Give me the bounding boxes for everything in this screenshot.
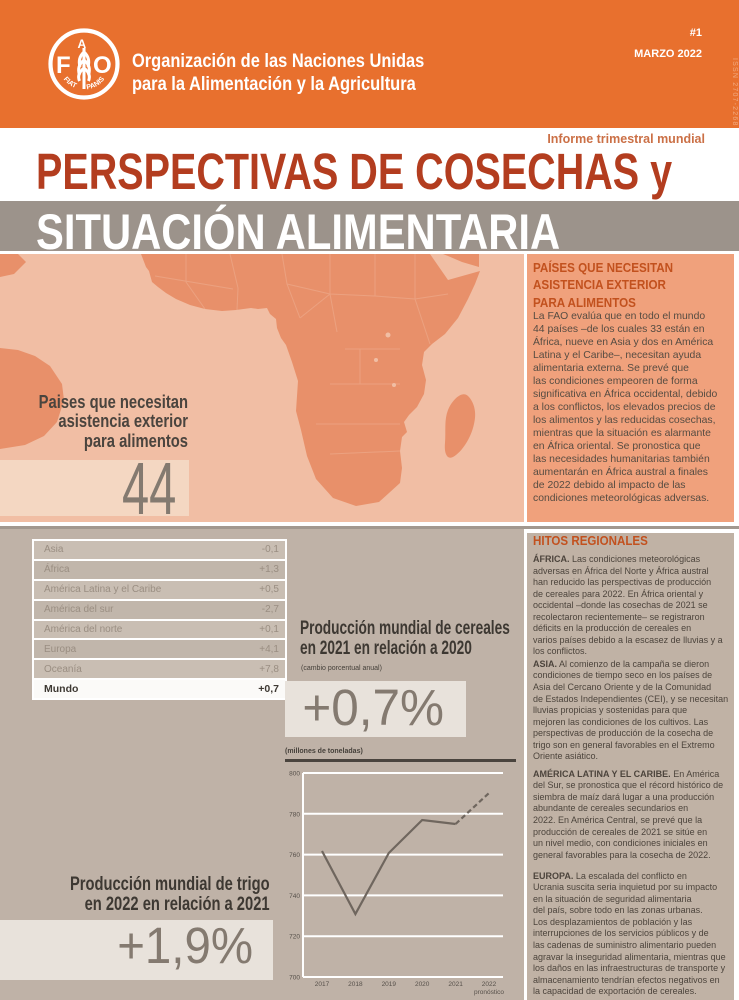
svg-text:780: 780	[289, 811, 300, 818]
svg-text:760: 760	[289, 852, 300, 859]
svg-text:O: O	[93, 52, 112, 79]
svg-text:A: A	[78, 37, 87, 51]
svg-text:2022: 2022	[482, 981, 497, 988]
svg-text:F: F	[56, 52, 71, 79]
svg-text:800: 800	[289, 771, 300, 778]
svg-text:700: 700	[289, 975, 300, 982]
svg-text:2020: 2020	[415, 981, 430, 988]
svg-text:2019: 2019	[382, 981, 397, 988]
svg-text:2018: 2018	[348, 981, 363, 988]
svg-text:720: 720	[289, 934, 300, 941]
svg-text:2017: 2017	[315, 981, 330, 988]
svg-text:740: 740	[289, 893, 300, 900]
svg-text:2021: 2021	[448, 981, 463, 988]
svg-text:pronóstico: pronóstico	[474, 989, 504, 996]
